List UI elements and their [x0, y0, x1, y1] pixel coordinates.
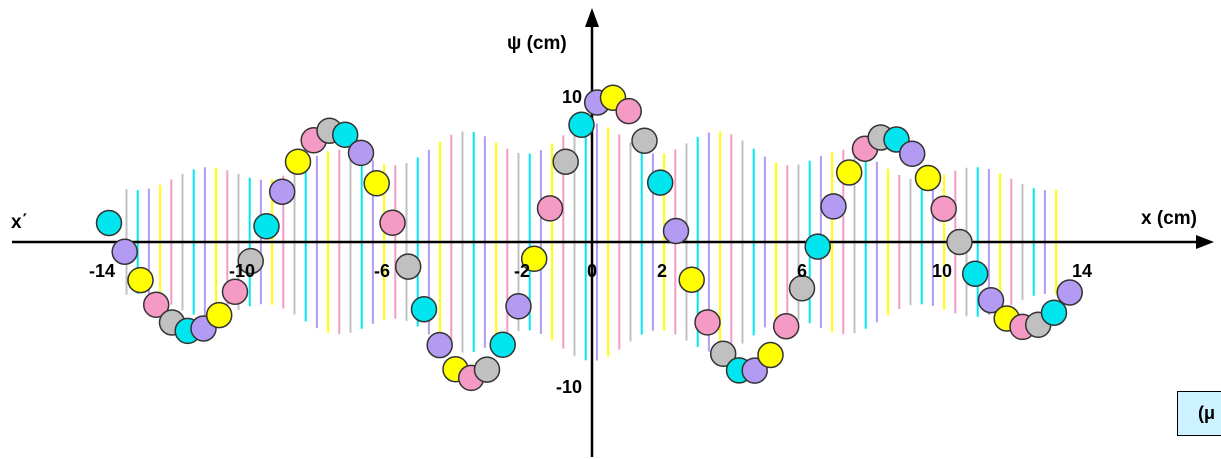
wave-bead	[331, 121, 359, 149]
wave-bead	[426, 331, 453, 359]
x-tick-label: -6	[374, 261, 390, 281]
wave-bead	[237, 247, 264, 275]
x-axis-negative-label: x΄	[11, 212, 28, 233]
wave-bead	[284, 148, 312, 175]
wave-bead	[142, 291, 170, 319]
wave-bead	[1040, 299, 1068, 326]
x-tick-label: -14	[89, 261, 115, 281]
x-tick-label: -10	[229, 261, 255, 281]
wave-bead	[678, 266, 705, 293]
wave-bead	[363, 170, 390, 197]
corner-note-label: (μ	[1198, 403, 1216, 423]
wave-bead	[788, 275, 816, 302]
y-axis-label: ψ (cm)	[507, 33, 567, 54]
x-tick-label: 14	[1072, 261, 1092, 281]
wave-bead	[694, 309, 721, 336]
wave-bead	[379, 209, 406, 237]
wave-bead	[662, 217, 690, 245]
wave-bead	[914, 164, 942, 192]
wave-bead	[394, 253, 422, 280]
x-axis-arrow-icon	[1196, 235, 1214, 249]
wave-bead	[111, 238, 138, 265]
wave-bead	[520, 245, 548, 273]
axis-labels-group: ψ (cm) x (cm) x΄ -14 -10 -6 -2 0 2 6 10 14 10 -10	[11, 33, 1197, 397]
wave-bead	[268, 178, 296, 205]
wave-bead	[505, 293, 532, 320]
corner-note-box: (μ	[1177, 391, 1221, 436]
wave-bead	[961, 260, 989, 287]
wave-bead	[410, 295, 438, 323]
y-tick-label: -10	[556, 377, 582, 397]
wave-bead	[835, 159, 863, 186]
wave-bead	[536, 195, 564, 222]
x-tick-label: 10	[932, 261, 952, 281]
wave-bead	[615, 97, 642, 125]
wave-bead	[221, 278, 249, 306]
wave-bead	[205, 301, 233, 329]
wave-bead	[489, 331, 516, 359]
wave-bead	[646, 169, 674, 196]
y-tick-label: 10	[562, 87, 582, 107]
wave-bead	[473, 356, 501, 383]
wave-bead	[253, 213, 280, 240]
wave-beads-group	[95, 84, 1083, 392]
wave-bead	[95, 209, 123, 237]
wave-bead	[772, 312, 800, 340]
wave-bead	[804, 233, 831, 260]
wave-bead	[946, 228, 973, 256]
wave-bead	[930, 195, 957, 222]
x-tick-label: 6	[797, 261, 807, 281]
wave-bead	[741, 357, 768, 384]
wave-bead	[127, 266, 154, 294]
wave-bead	[898, 140, 926, 168]
x-axis-label: x (cm)	[1141, 208, 1197, 229]
wave-bead	[347, 139, 375, 167]
wave-bead	[820, 193, 847, 220]
wave-bead	[552, 148, 579, 175]
x-tick-label: -2	[514, 261, 530, 281]
wave-bead	[631, 127, 658, 154]
x-tick-label: 2	[657, 261, 667, 281]
x-tick-label: 0	[587, 261, 597, 281]
wave-bead	[568, 111, 595, 139]
y-axis-arrow-icon	[585, 8, 599, 27]
wave-bead	[757, 341, 784, 369]
wave-bead	[709, 340, 737, 368]
wave-bead	[1056, 279, 1083, 306]
wave-bead	[977, 286, 1005, 314]
